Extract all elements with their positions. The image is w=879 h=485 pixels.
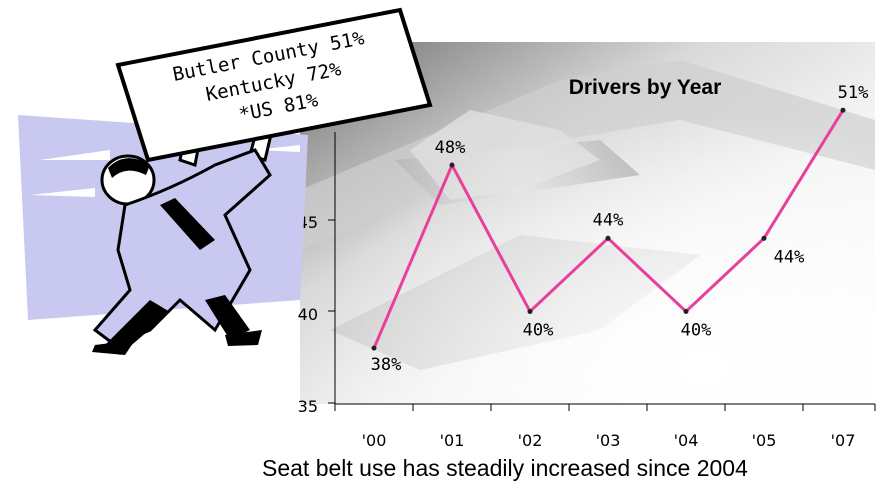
data-label: 48% (435, 138, 466, 158)
x-axis (334, 403, 876, 411)
series-line-group: 38% 48% 40% 44% 40% 44% 51% (371, 83, 869, 375)
data-point (605, 235, 611, 241)
data-label: 40% (681, 321, 712, 341)
data-label: 44% (593, 210, 624, 230)
data-point (449, 162, 455, 168)
data-point (761, 235, 767, 241)
x-tick-label: '00 (362, 431, 387, 450)
chart-caption: Seat belt use has steadily increased sin… (262, 455, 748, 481)
man-holding-sign-clipart (18, 108, 308, 355)
chart-title: Drivers by Year (569, 76, 722, 99)
x-tick-label: '03 (596, 431, 621, 450)
data-point (683, 309, 689, 314)
data-label: 40% (523, 321, 554, 341)
data-point (527, 309, 533, 314)
data-point (371, 345, 377, 351)
y-axis (328, 132, 336, 404)
data-label: 44% (774, 247, 805, 267)
x-tick-label: '05 (752, 431, 777, 450)
data-label: 38% (371, 355, 402, 375)
x-tick-label: '04 (674, 431, 699, 450)
x-tick-label: '07 (831, 431, 856, 450)
y-tick-label: 35 (298, 397, 318, 416)
x-tick-label: '01 (440, 431, 465, 450)
y-tick-label: 40 (298, 305, 318, 324)
seatbelt-photo (300, 42, 875, 404)
data-point (840, 107, 846, 113)
data-label: 51% (838, 83, 869, 103)
x-tick-label: '02 (518, 431, 543, 450)
